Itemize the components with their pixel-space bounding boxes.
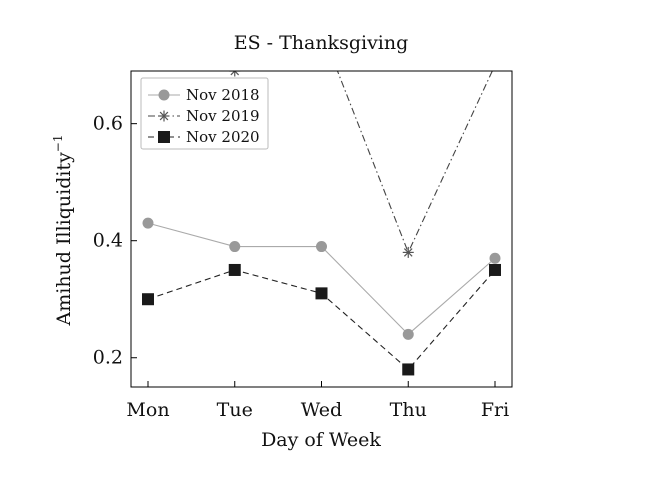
series-3-point (228, 263, 241, 276)
legend-marker-1 (158, 89, 170, 101)
x-tick-label: Fri (481, 399, 509, 421)
series-1-point (402, 328, 414, 340)
x-tick-label: Mon (126, 399, 169, 421)
series-3-point (489, 263, 501, 276)
x-tick-label: Tue (217, 399, 253, 421)
series-3-point (142, 293, 154, 306)
y-tick-label: 0.4 (93, 230, 123, 252)
series-line-1 (147, 222, 496, 336)
chart-title: ES - Thanksgiving (234, 32, 409, 54)
series-2-point (402, 246, 414, 258)
series-1-point (489, 252, 501, 264)
legend-marker-3 (158, 131, 170, 143)
y-axis-label-superscript: −1 (51, 134, 65, 152)
y-axis-label: Amihud Illiquidity−1 (51, 134, 75, 326)
series-line-3 (147, 269, 496, 371)
legend-label-2: Nov 2019 (186, 107, 260, 125)
y-axis-label-text: Amihud Illiquidity (53, 152, 75, 327)
series-2-point (490, 60, 501, 71)
legend-marker-2 (158, 110, 170, 122)
series-line-2 (233, 71, 493, 254)
series-2-point (143, 25, 154, 36)
legend-box (140, 77, 269, 150)
x-tick-label: Thu (390, 399, 427, 421)
series-1-point (142, 217, 154, 229)
series-2-point (229, 71, 241, 77)
series-3-point (315, 287, 328, 300)
series-layer (142, 25, 501, 376)
series-1-point (316, 241, 327, 253)
x-tick-label: Wed (301, 399, 342, 421)
y-tick-label: 0.6 (93, 113, 123, 135)
series-3-point (402, 363, 415, 376)
x-axis-label: Day of Week (261, 429, 381, 451)
x-axis: Mon Tue Wed Thu Fri (126, 381, 509, 421)
legend: Nov 2018 Nov 2019 Nov 2020 (140, 77, 269, 150)
y-axis: 0.2 0.4 0.6 (93, 113, 137, 369)
legend-label-1: Nov 2018 (186, 86, 260, 104)
legend-label-3: Nov 2020 (186, 128, 260, 146)
series-1-point (229, 241, 241, 253)
y-tick-label: 0.2 (93, 347, 123, 369)
